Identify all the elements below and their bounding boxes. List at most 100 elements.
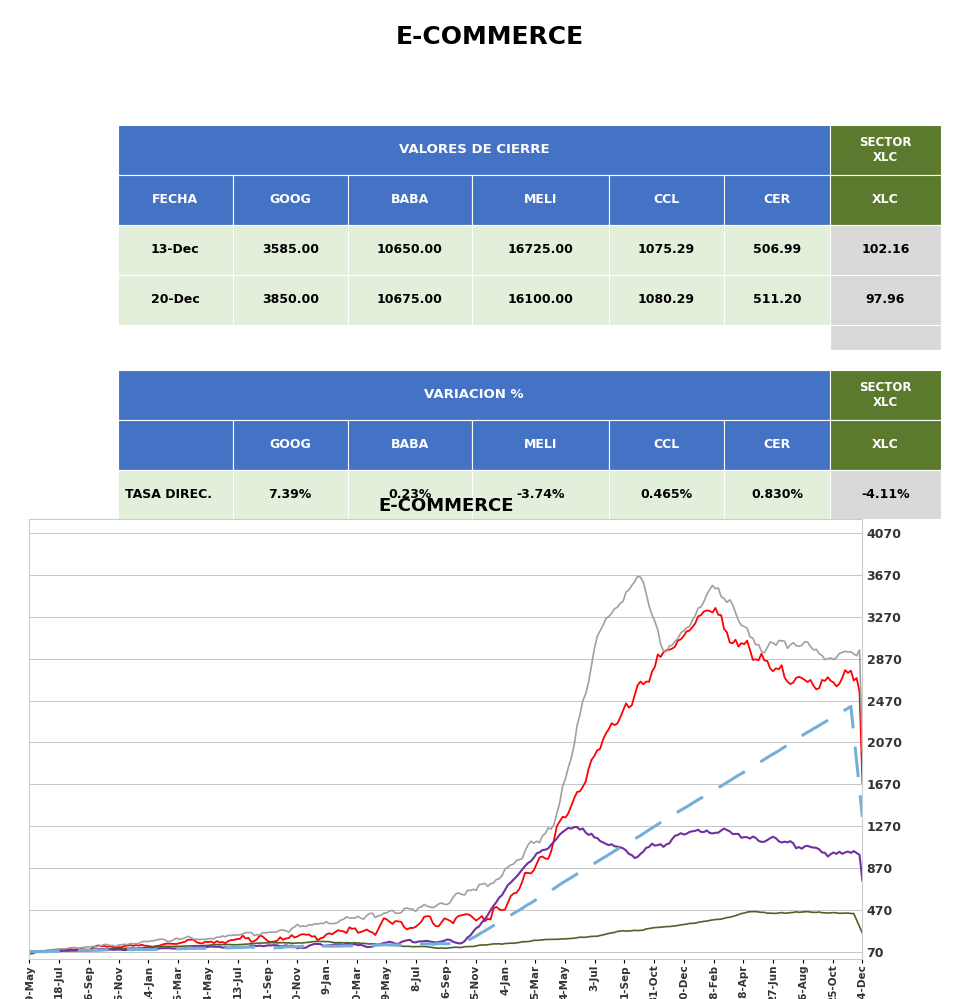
Text: E-COMMERCE: E-COMMERCE [396, 25, 584, 49]
Bar [609, 225, 724, 275]
Bar [471, 420, 609, 470]
Bar [609, 325, 724, 350]
CCL [24, 946, 35, 958]
Text: TASA DIREC.: TASA DIREC. [125, 488, 213, 501]
GOOG [753, 654, 764, 666]
Bar [609, 470, 724, 519]
MELI [632, 570, 644, 582]
Text: 511.20: 511.20 [753, 293, 802, 307]
GOOG [710, 602, 721, 614]
Bar [118, 225, 232, 275]
Text: XLC: XLC [872, 438, 899, 452]
CER [35, 946, 47, 958]
Text: VARIACION %: VARIACION % [424, 388, 523, 402]
Text: SECTOR
XLC: SECTOR XLC [859, 136, 911, 164]
GOOG [857, 777, 868, 789]
Bar [118, 125, 830, 175]
Line: BABA: BABA [29, 912, 862, 954]
BABA [24, 948, 35, 960]
CCL [828, 846, 840, 858]
CER [24, 946, 35, 958]
BABA [828, 907, 840, 919]
Text: 1080.29: 1080.29 [638, 293, 695, 307]
Text: XLC: XLC [872, 193, 899, 207]
BABA [35, 945, 47, 957]
Bar [830, 325, 941, 350]
GOOG [35, 945, 47, 957]
Text: GOOG: GOOG [270, 193, 311, 207]
Bar [118, 175, 232, 225]
CER [390, 939, 402, 951]
Text: -4.11%: -4.11% [861, 488, 909, 501]
Line: CCL: CCL [29, 827, 862, 952]
BABA [747, 906, 759, 918]
CER [857, 811, 868, 823]
Bar [724, 275, 830, 325]
Bar [471, 275, 609, 325]
Bar [232, 225, 348, 275]
Bar [348, 275, 471, 325]
Bar [830, 225, 941, 275]
Bar [118, 325, 232, 350]
Line: CER: CER [29, 706, 862, 952]
CER [525, 897, 537, 909]
Text: 13-Dec: 13-Dec [151, 243, 200, 257]
Text: CER: CER [763, 438, 791, 452]
Text: SECTOR
XLC: SECTOR XLC [859, 381, 911, 409]
Bar [348, 325, 471, 350]
Text: BABA: BABA [391, 193, 429, 207]
Bar [348, 470, 471, 519]
MELI [857, 745, 868, 757]
Text: BABA: BABA [391, 438, 429, 452]
Text: 102.16: 102.16 [861, 243, 909, 257]
MELI [24, 946, 35, 958]
Text: 0.830%: 0.830% [751, 488, 803, 501]
Bar [830, 175, 941, 225]
Bar [609, 420, 724, 470]
Text: CER: CER [763, 193, 791, 207]
Bar [471, 325, 609, 350]
Text: -3.74%: -3.74% [516, 488, 564, 501]
Text: 3850.00: 3850.00 [262, 293, 318, 307]
MELI [753, 638, 764, 650]
BABA [525, 935, 537, 947]
CER [845, 700, 857, 712]
CCL [857, 875, 868, 887]
Bar [830, 275, 941, 325]
Text: CCL: CCL [654, 438, 679, 452]
Text: 20-Dec: 20-Dec [151, 293, 200, 307]
MELI [220, 931, 231, 943]
Bar [830, 420, 941, 470]
Bar [118, 370, 830, 420]
MELI [35, 945, 47, 957]
Bar [232, 275, 348, 325]
Bar [724, 175, 830, 225]
Bar [609, 275, 724, 325]
Bar [830, 370, 941, 420]
Text: 16725.00: 16725.00 [508, 243, 573, 257]
BABA [390, 939, 402, 951]
Bar [471, 225, 609, 275]
Bar [232, 420, 348, 470]
GOOG [828, 676, 840, 688]
Bar [118, 470, 232, 519]
GOOG [220, 937, 231, 949]
BABA [220, 939, 231, 951]
Title: E-COMMERCE: E-COMMERCE [378, 498, 514, 515]
CCL [35, 946, 47, 958]
Bar [609, 175, 724, 225]
GOOG [24, 946, 35, 958]
CCL [753, 835, 764, 847]
Bar [348, 420, 471, 470]
Text: 10650.00: 10650.00 [376, 243, 443, 257]
Text: GOOG: GOOG [270, 438, 311, 452]
MELI [828, 653, 840, 665]
Bar [471, 175, 609, 225]
MELI [390, 907, 402, 919]
Bar [724, 470, 830, 519]
Text: 97.96: 97.96 [865, 293, 906, 307]
Text: MELI: MELI [523, 438, 557, 452]
Text: 506.99: 506.99 [753, 243, 801, 257]
Text: CCL: CCL [654, 193, 679, 207]
Bar [348, 175, 471, 225]
